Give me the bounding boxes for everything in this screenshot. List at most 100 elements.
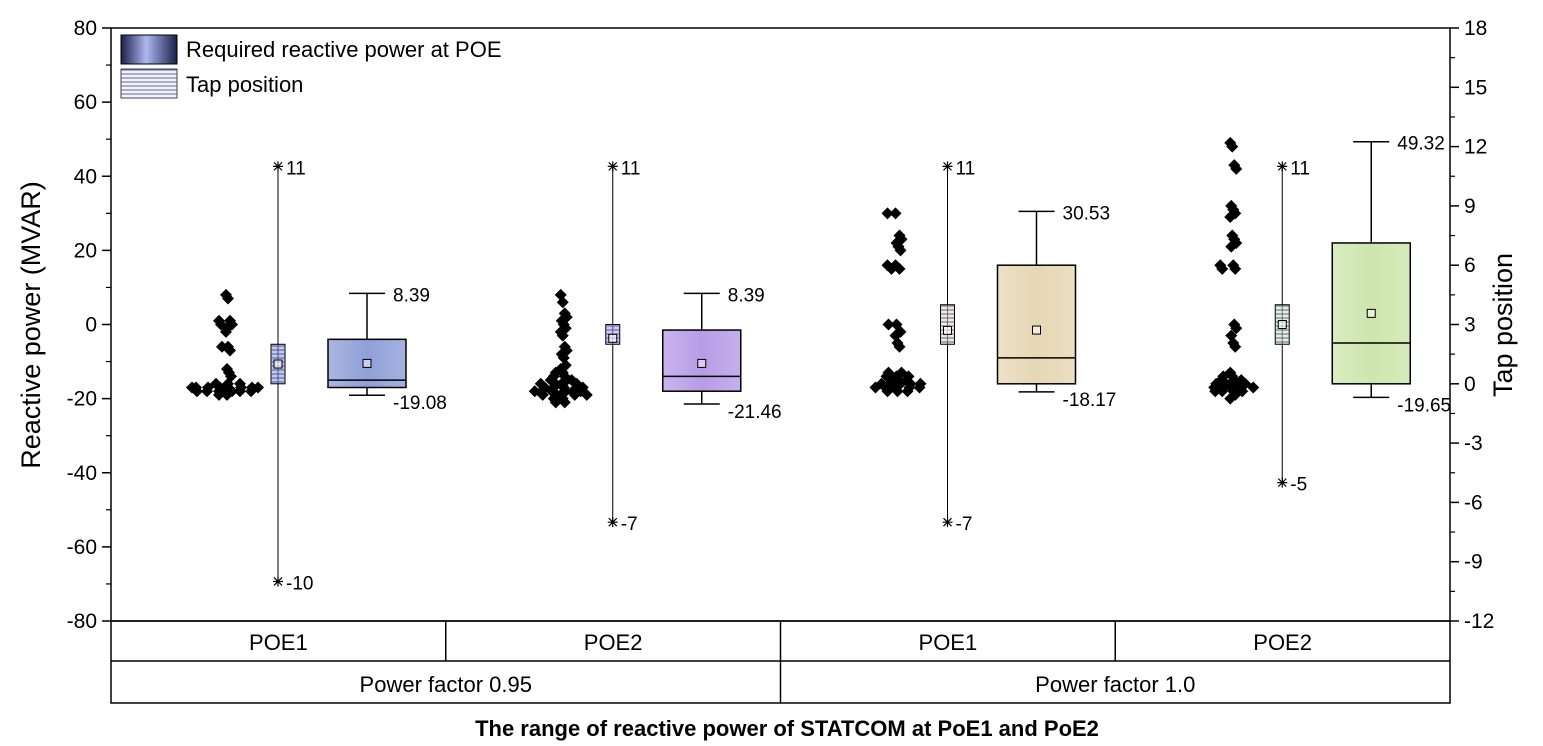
tap-min-label: -10 bbox=[286, 573, 313, 594]
scatter-point bbox=[1226, 140, 1239, 153]
plot-frame bbox=[110, 27, 1451, 622]
scatter-point bbox=[1229, 340, 1242, 353]
scatter-point bbox=[580, 388, 593, 401]
scatter-point bbox=[191, 385, 203, 398]
box-min-label: -18.17 bbox=[1063, 390, 1117, 411]
y-left-tick-label: 40 bbox=[74, 165, 97, 188]
tap-box-hatch bbox=[940, 304, 955, 345]
scatter-point bbox=[1224, 211, 1237, 224]
scatter-point bbox=[1225, 240, 1238, 253]
scatter-point bbox=[222, 292, 234, 305]
scatter-point bbox=[1217, 370, 1230, 383]
box-max-label: 8.39 bbox=[393, 285, 430, 306]
scatter-point bbox=[213, 388, 225, 401]
y-left-tick-label: -20 bbox=[67, 388, 97, 411]
tap-mean-marker bbox=[943, 325, 952, 335]
y-right-tick-label: 0 bbox=[1464, 373, 1476, 396]
y-left-tick-label: 0 bbox=[85, 314, 97, 337]
y-left-tick-label: 60 bbox=[74, 91, 97, 114]
scatter-point bbox=[902, 370, 915, 383]
scatter-point bbox=[1209, 385, 1222, 398]
y-right-tick-label: -3 bbox=[1464, 432, 1483, 455]
scatter-point bbox=[1229, 262, 1242, 275]
legend-label-reactive-power: Required reactive power at POE bbox=[186, 37, 502, 62]
scatter-point bbox=[881, 385, 894, 398]
scatter-point bbox=[215, 318, 227, 331]
box-max-label: 49.32 bbox=[1397, 134, 1445, 155]
scatter-point bbox=[556, 329, 569, 342]
scatter-point bbox=[869, 381, 882, 394]
tap-min-label: -5 bbox=[1290, 475, 1307, 496]
tap-min-marker bbox=[273, 576, 283, 587]
scatter-point bbox=[1230, 162, 1243, 175]
category-label: POE2 bbox=[584, 630, 643, 655]
scatter-point bbox=[882, 366, 895, 379]
y-left-tick-label: -80 bbox=[67, 610, 97, 633]
tap-min-label: -7 bbox=[956, 514, 973, 535]
x-axis-title: The range of reactive power of STATCOM a… bbox=[475, 716, 1099, 741]
y-axis-title-left: Reactive power (MVAR) bbox=[16, 181, 46, 469]
tap-mean-marker bbox=[273, 359, 283, 369]
scatter-point bbox=[894, 244, 907, 257]
scatter-point bbox=[1236, 385, 1249, 398]
legend-swatch-reactive-power bbox=[120, 34, 178, 65]
scatter-point bbox=[1230, 322, 1243, 335]
y-right-tick-label: -6 bbox=[1464, 491, 1483, 514]
tap-max-label: 11 bbox=[956, 158, 976, 179]
category-label: POE2 bbox=[1253, 630, 1312, 655]
y-axis-title-right: Tap position bbox=[1488, 253, 1518, 397]
box-min-label: -21.46 bbox=[728, 402, 782, 423]
scatter-point bbox=[1247, 381, 1260, 394]
tap-max-marker bbox=[942, 161, 953, 172]
scatter-point bbox=[881, 207, 894, 220]
y-right-tick-label: 15 bbox=[1464, 76, 1487, 99]
scatter-point bbox=[1224, 392, 1237, 405]
legend-label-tap-position: Tap position bbox=[186, 72, 303, 97]
y-left-tick-label: -40 bbox=[67, 462, 97, 485]
scatter-point bbox=[549, 396, 562, 409]
scatter-point bbox=[891, 385, 904, 398]
tap-max-marker bbox=[273, 161, 283, 172]
tap-mean-marker bbox=[608, 333, 618, 343]
scatter-point bbox=[234, 385, 246, 398]
y-left-tick-label: 20 bbox=[74, 239, 97, 262]
y-right-tick-label: 3 bbox=[1464, 314, 1476, 337]
y-right-tick-label: -9 bbox=[1464, 551, 1483, 574]
box-min-label: -19.65 bbox=[1397, 395, 1451, 416]
category-label: POE1 bbox=[249, 630, 308, 655]
box-mean-marker bbox=[1366, 308, 1376, 318]
scatter-point bbox=[556, 296, 569, 309]
y-right-tick-label: -12 bbox=[1464, 610, 1494, 633]
y-right-tick-label: 9 bbox=[1464, 195, 1476, 218]
box-iqr bbox=[996, 264, 1077, 385]
scatter-point bbox=[534, 377, 547, 390]
box-max-label: 8.39 bbox=[728, 285, 765, 306]
group-label: Power factor 1.0 bbox=[1035, 672, 1195, 697]
scatter-point bbox=[220, 325, 232, 338]
box-mean-marker bbox=[1032, 325, 1041, 335]
y-right-tick-label: 12 bbox=[1464, 136, 1487, 159]
scatter-point bbox=[1210, 377, 1223, 390]
tap-min-marker bbox=[607, 517, 618, 528]
legend-swatch-tap-hatch bbox=[121, 69, 177, 98]
tap-min-label: -7 bbox=[621, 514, 638, 535]
scatter-point bbox=[893, 340, 906, 353]
tap-min-marker bbox=[942, 517, 953, 528]
scatter-point bbox=[216, 340, 228, 353]
scatter-point bbox=[889, 207, 902, 220]
box-min-label: -19.08 bbox=[393, 393, 447, 414]
y-left-tick-label: 80 bbox=[74, 17, 97, 40]
scatter-point bbox=[558, 396, 571, 409]
tap-mean-marker bbox=[1277, 320, 1287, 329]
tap-max-label: 11 bbox=[1290, 158, 1310, 179]
y-right-tick-label: 18 bbox=[1464, 17, 1487, 40]
legend: Required reactive power at POE Tap posit… bbox=[120, 34, 502, 99]
box-mean-marker bbox=[697, 358, 707, 368]
scatter-point bbox=[201, 385, 213, 398]
scatter-point bbox=[252, 381, 264, 394]
scatter-point bbox=[901, 385, 914, 398]
scatter-point bbox=[549, 366, 562, 379]
y-left-tick-label: -60 bbox=[67, 536, 97, 559]
y-right-tick-label: 6 bbox=[1464, 254, 1476, 277]
